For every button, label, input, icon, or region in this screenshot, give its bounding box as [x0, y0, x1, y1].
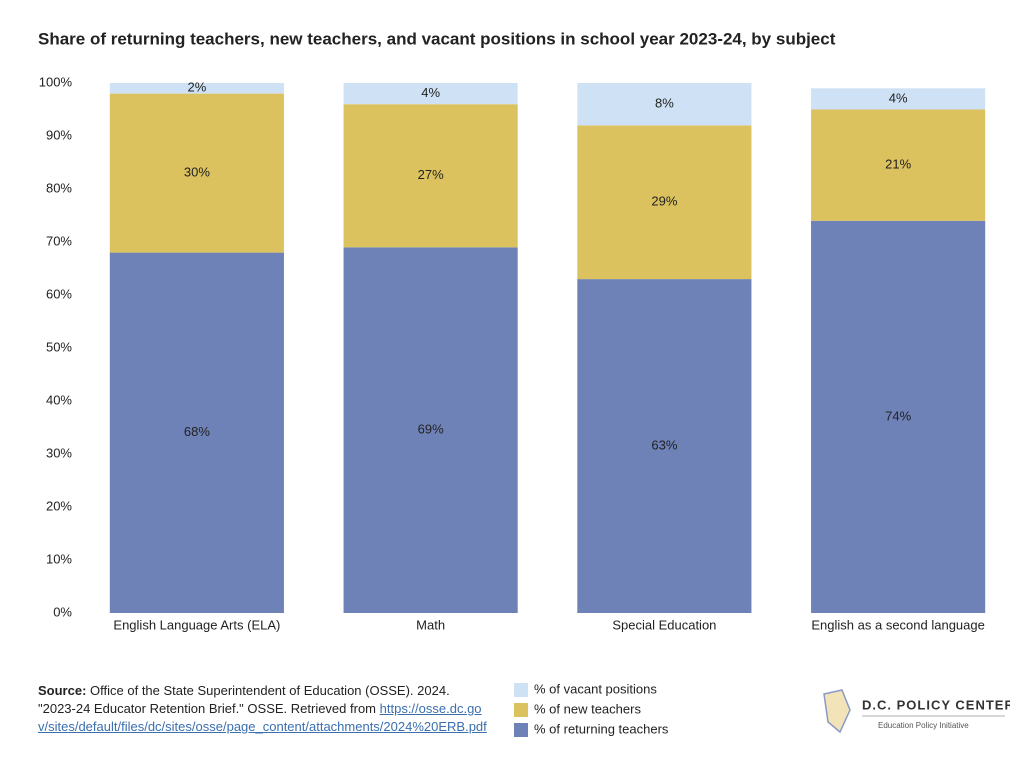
bar-segment — [811, 220, 986, 614]
source-label: Source: — [38, 683, 87, 698]
bar-segment — [577, 279, 752, 613]
y-tick-label: 0% — [53, 604, 72, 619]
legend: % of returning teachers % of new teachers… — [514, 681, 669, 737]
y-tick-label: 10% — [46, 551, 72, 566]
legend-swatch — [514, 723, 528, 737]
logo-icon — [823, 689, 851, 734]
bar-segment — [343, 104, 518, 248]
source-link[interactable]: https://osse.dc.gov/sites/default/files/… — [38, 701, 487, 734]
bar-segment — [343, 83, 518, 105]
source-note: Source: Office of the State Superintende… — [38, 682, 488, 736]
data-label: 69% — [418, 422, 444, 437]
y-tick-label: 80% — [46, 180, 72, 195]
y-tick-label: 90% — [46, 127, 72, 142]
y-tick-label: 60% — [46, 286, 72, 301]
data-label: 8% — [655, 96, 674, 111]
legend-swatch — [514, 703, 528, 717]
data-label: 30% — [184, 165, 210, 180]
source-text: Office of the State Superintendent of Ed… — [38, 683, 450, 716]
y-tick-label: 100% — [39, 74, 73, 89]
bar-segment — [109, 252, 284, 613]
x-tick-label: English as a second language — [811, 617, 984, 632]
legend-swatch — [514, 683, 528, 697]
legend-label: % of new teachers — [534, 701, 641, 716]
bar-segment — [109, 83, 284, 94]
logo-tagline: Education Policy Initiative — [878, 721, 969, 730]
y-tick-label: 70% — [46, 233, 72, 248]
chart-title: Share of returning teachers, new teacher… — [38, 29, 836, 48]
bar-segment — [577, 125, 752, 280]
data-label: 29% — [651, 194, 677, 209]
bar-segment — [109, 93, 284, 253]
bar-segment — [811, 109, 986, 221]
x-tick-label: English Language Arts (ELA) — [113, 617, 280, 632]
y-tick-label: 20% — [46, 498, 72, 513]
data-label: 21% — [885, 157, 911, 172]
data-label: 74% — [885, 408, 911, 423]
legend-label: % of vacant positions — [534, 681, 657, 696]
y-tick-label: 50% — [46, 339, 72, 354]
data-label: 4% — [889, 90, 908, 105]
data-label: 2% — [187, 80, 206, 95]
y-tick-label: 30% — [46, 445, 72, 460]
bar-segment — [811, 88, 986, 110]
data-label: 63% — [651, 437, 677, 452]
bar-segment — [577, 83, 752, 126]
data-label: 4% — [421, 85, 440, 100]
x-tick-label: Special Education — [612, 617, 716, 632]
logo: D.C. POLICY CENTER Education Policy Init… — [820, 688, 1014, 743]
y-tick-label: 40% — [46, 392, 72, 407]
chart: Share of returning teachers, new teacher… — [38, 29, 986, 632]
data-label: 27% — [418, 167, 444, 182]
logo-name: D.C. POLICY CENTER — [862, 697, 1010, 712]
bar-segment — [343, 247, 518, 614]
logo-graphic: D.C. POLICY CENTER Education Policy Init… — [823, 689, 1014, 734]
x-tick-label: Math — [416, 617, 445, 632]
data-label: 68% — [184, 424, 210, 439]
legend-label: % of returning teachers — [534, 721, 669, 736]
